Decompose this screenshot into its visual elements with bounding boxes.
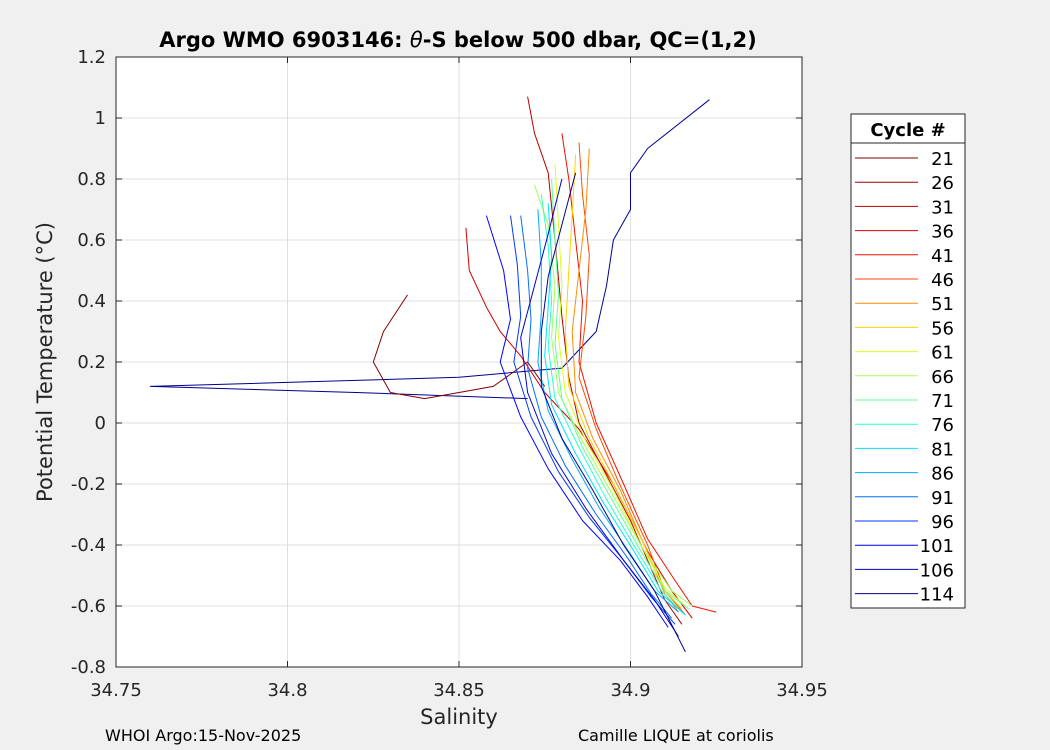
series-line-cycle-26 [372,294,546,400]
series-line-cycle-61 [554,163,686,607]
series-line-cycle-21 [149,99,710,400]
legend-label-31: 31 [931,197,954,218]
series-line-cycle-91 [520,215,673,619]
legend-label-61: 61 [931,343,954,364]
y-tick-label: 0.2 [77,352,106,373]
legend-label-71: 71 [931,391,954,412]
x-tick-label: 34.8 [267,680,307,701]
legend-label-36: 36 [931,222,954,243]
y-tick-label: 0.8 [77,169,106,190]
legend-label-114: 114 [920,585,954,606]
series-line-cycle-114 [540,172,686,653]
y-tick-label: 0 [95,413,106,434]
y-tick-label: 1.2 [77,47,106,68]
x-tick-label: 34.85 [433,680,485,701]
series-line-cycle-81 [544,203,686,616]
y-tick-label: -0.8 [71,657,106,678]
series-lines [149,96,717,653]
series-line-cycle-71 [551,178,690,610]
y-tick-label: -0.6 [71,596,106,617]
y-tick-label: 1 [95,108,106,129]
series-line-cycle-56 [564,154,683,610]
x-tick-label: 34.75 [90,680,142,701]
legend-label-51: 51 [931,294,954,315]
series-line-cycle-41 [561,133,717,613]
x-tick-label: 34.9 [610,680,650,701]
legend-label-106: 106 [920,560,954,581]
x-tick-label: 34.95 [776,680,828,701]
grid-lines [115,56,803,668]
legend-label-46: 46 [931,270,954,291]
y-axis-ticks: -0.8 -0.6 -0.4 -0.2 0 0.2 0.4 0.6 0.8 1 1.2 [71,47,802,678]
legend-label-66: 66 [931,367,954,388]
chart-title: Argo WMO 6903146: θ-S below 500 dbar, QC… [159,28,756,52]
legend: Cycle # 21 26 31 36 41 46 51 56 61 66 71 76 81 86 91 96… [850,113,966,609]
series-line-cycle-106 [520,178,679,637]
series-line-cycle-76 [540,194,683,613]
legend-label-81: 81 [931,439,954,460]
legend-label-101: 101 [920,536,954,557]
footer-left: WHOI Argo:15-Nov-2025 [105,726,301,745]
footer-right: Camille LIQUE at coriolis [578,726,774,745]
legend-label-41: 41 [931,246,954,267]
x-axis-label: Salinity [420,705,498,729]
legend-label-26: 26 [931,173,954,194]
y-tick-label: 0.4 [77,291,106,312]
legend-box [850,113,966,609]
x-axis-ticks: 34.75 34.8 34.85 34.9 34.95 [90,57,828,701]
y-tick-label: -0.4 [71,535,106,556]
legend-entries: 21 26 31 36 41 46 51 56 61 66 71 76 81 86 91 96 101 106 11… [855,149,954,606]
y-axis-label: Potential Temperature (°C) [33,222,57,502]
legend-label-96: 96 [931,512,954,533]
legend-label-56: 56 [931,318,954,339]
series-line-cycle-101 [485,215,669,628]
legend-label-21: 21 [931,149,954,170]
legend-label-91: 91 [931,488,954,509]
legend-title: Cycle # [870,120,945,141]
y-tick-label: 0.6 [77,230,106,251]
legend-label-86: 86 [931,464,954,485]
y-tick-label: -0.2 [71,474,106,495]
legend-label-76: 76 [931,415,954,436]
